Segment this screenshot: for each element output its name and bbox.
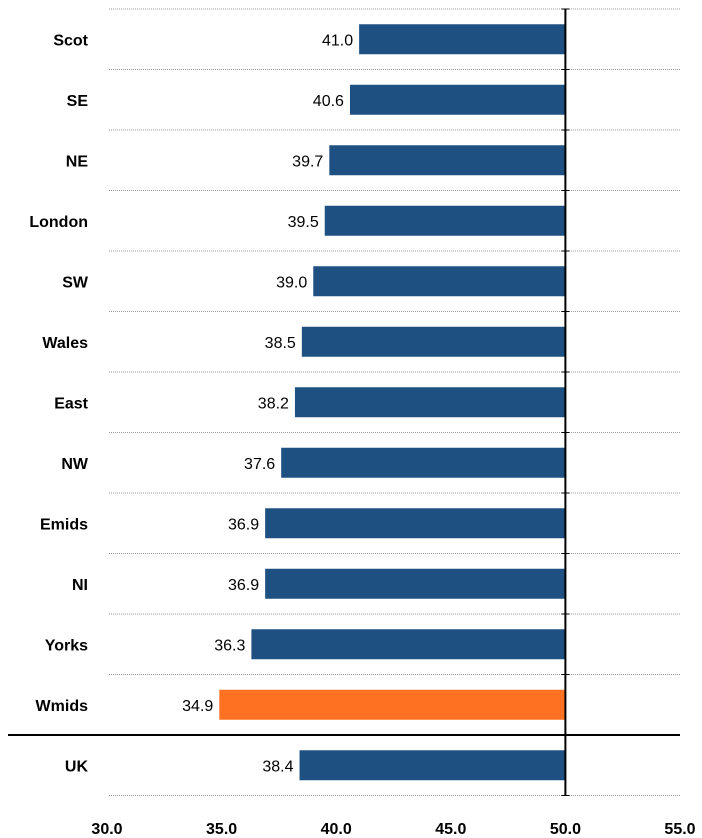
value-label-se: 40.6 (313, 93, 344, 110)
category-label-wmids: Wmids (36, 698, 89, 715)
bar-yorks (251, 629, 566, 660)
bar-se (349, 84, 566, 115)
category-label-emids: Emids (40, 516, 88, 533)
value-label-nw: 37.6 (244, 456, 275, 473)
x-tick-label-1: 35.0 (206, 821, 237, 838)
value-label-ni: 36.9 (228, 577, 259, 594)
bar-uk (299, 750, 566, 781)
x-tick-label-0: 30.0 (91, 821, 122, 838)
bar-emids (265, 508, 566, 539)
x-tick-label-4: 50.0 (550, 821, 581, 838)
x-tick-label-2: 40.0 (321, 821, 352, 838)
axis-layer: 30.0 35.0 40.0 45.0 50.0 55.0 (8, 8, 696, 838)
bar-wmids (219, 689, 566, 720)
value-label-yorks: 36.3 (214, 637, 245, 654)
label-layer: 41.0 Scot 40.6 SE 39.7 NE 39.5 London 39.0 SW 38.5… (29, 32, 353, 775)
value-label-scot: 41.0 (322, 32, 353, 49)
x-tick-label-3: 45.0 (435, 821, 466, 838)
category-label-ne: NE (66, 153, 89, 170)
bar-ne (329, 145, 566, 176)
category-label-wales: Wales (42, 335, 88, 352)
bar-sw (313, 266, 566, 297)
value-label-sw: 39.0 (276, 274, 307, 291)
category-label-nw: NW (61, 456, 89, 473)
x-tick-label-5: 55.0 (664, 821, 695, 838)
bar-nw (281, 447, 566, 478)
value-label-uk: 38.4 (262, 758, 293, 775)
value-label-wmids: 34.9 (182, 698, 213, 715)
value-label-wales: 38.5 (265, 335, 296, 352)
value-label-emids: 36.9 (228, 516, 259, 533)
category-label-east: East (54, 395, 88, 412)
bar-east (294, 387, 566, 418)
bar-london (324, 205, 566, 236)
category-label-scot: Scot (53, 32, 88, 49)
category-label-ni: NI (72, 577, 88, 594)
category-label-yorks: Yorks (45, 637, 88, 654)
bar-ni (265, 568, 566, 599)
category-label-uk: UK (65, 758, 89, 775)
value-label-east: 38.2 (258, 395, 289, 412)
value-label-ne: 39.7 (292, 153, 323, 170)
category-label-london: London (29, 214, 88, 231)
bar-layer (219, 24, 566, 781)
bar-wales (301, 326, 566, 357)
value-label-london: 39.5 (288, 214, 319, 231)
category-label-se: SE (67, 93, 89, 110)
category-label-sw: SW (62, 274, 89, 291)
bar-scot (359, 24, 566, 55)
